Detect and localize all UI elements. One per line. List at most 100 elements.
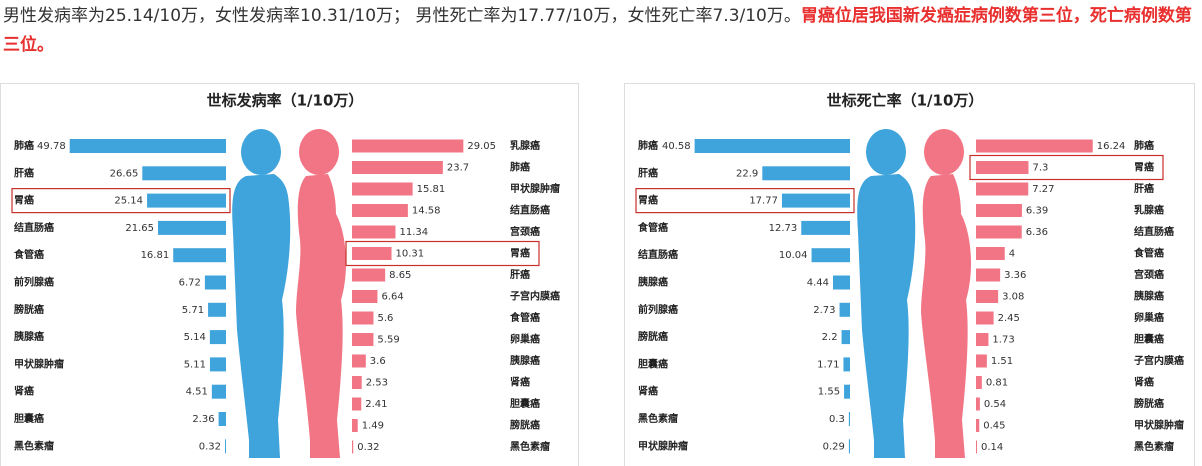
bar bbox=[224, 439, 226, 454]
silhouettes bbox=[232, 129, 347, 458]
value-label: 6.64 bbox=[381, 292, 403, 303]
value-label: 7.27 bbox=[1032, 184, 1054, 195]
bar bbox=[976, 333, 989, 346]
category-label: 胰腺癌 bbox=[510, 354, 540, 367]
value-label: 14.58 bbox=[412, 206, 441, 217]
bar bbox=[208, 302, 226, 317]
value-label: 49.78 bbox=[37, 141, 66, 152]
value-label: 22.9 bbox=[736, 168, 758, 179]
chart-title: 世标死亡率（1/10万） bbox=[827, 92, 984, 110]
category-label: 肝癌 bbox=[14, 166, 34, 179]
category-label: 子宫内膜癌 bbox=[1134, 354, 1184, 367]
category-label: 前列腺癌 bbox=[638, 303, 678, 316]
bar bbox=[976, 139, 1093, 153]
highlight-box bbox=[969, 154, 1164, 181]
bar bbox=[976, 182, 1029, 196]
value-label: 2.36 bbox=[192, 414, 214, 425]
value-label: 16.81 bbox=[141, 250, 170, 261]
bar bbox=[218, 412, 226, 426]
category-label: 胃癌 bbox=[638, 194, 658, 207]
bar bbox=[352, 268, 386, 282]
value-label: 0.45 bbox=[983, 421, 1005, 432]
bar bbox=[352, 311, 374, 325]
category-label: 甲状腺肿瘤 bbox=[638, 439, 688, 452]
value-label: 5.71 bbox=[182, 305, 204, 316]
bar bbox=[158, 220, 226, 235]
category-label: 食管癌 bbox=[637, 221, 668, 234]
value-label: 1.49 bbox=[362, 421, 384, 432]
value-label: 3.6 bbox=[370, 356, 386, 367]
silhouettes bbox=[857, 129, 972, 458]
bar bbox=[832, 275, 850, 290]
category-label: 肝癌 bbox=[638, 166, 658, 179]
highlight-box bbox=[11, 188, 231, 214]
bar bbox=[352, 354, 366, 368]
value-label: 5.11 bbox=[184, 359, 206, 370]
bar bbox=[352, 397, 362, 411]
value-label: 0.32 bbox=[199, 441, 221, 452]
bar bbox=[209, 330, 226, 345]
bar bbox=[204, 275, 226, 290]
value-label: 0.81 bbox=[986, 378, 1008, 389]
category-label: 卵巢癌 bbox=[510, 333, 540, 346]
value-label: 12.73 bbox=[769, 223, 798, 234]
bar bbox=[976, 268, 1001, 282]
category-label: 肾癌 bbox=[1134, 376, 1154, 389]
category-label: 肾癌 bbox=[638, 385, 658, 398]
category-label: 结直肠癌 bbox=[638, 248, 678, 261]
category-label: 食管癌 bbox=[509, 311, 540, 324]
value-label: 5.6 bbox=[377, 313, 393, 324]
bar bbox=[352, 161, 443, 174]
category-label: 宫颈癌 bbox=[510, 225, 540, 238]
category-label: 肺癌 bbox=[1134, 139, 1154, 152]
bar bbox=[976, 290, 999, 303]
bar bbox=[352, 139, 464, 153]
category-label: 膀胱癌 bbox=[509, 419, 540, 432]
value-label: 0.29 bbox=[823, 441, 845, 452]
category-label: 食管癌 bbox=[13, 248, 44, 261]
category-label: 黑色素瘤 bbox=[510, 440, 550, 453]
category-label: 胃癌 bbox=[1134, 161, 1154, 174]
bar bbox=[352, 247, 392, 260]
highlight-box bbox=[635, 188, 855, 214]
bar bbox=[976, 354, 987, 368]
bar bbox=[352, 182, 413, 196]
bar bbox=[976, 225, 1022, 239]
category-label: 肺癌 bbox=[14, 139, 34, 152]
bar bbox=[848, 412, 850, 426]
value-label: 15.81 bbox=[417, 184, 446, 195]
category-label: 肺癌 bbox=[510, 161, 530, 174]
value-label: 6.39 bbox=[1026, 206, 1048, 217]
value-label: 0.3 bbox=[829, 414, 845, 425]
value-label: 17.77 bbox=[749, 196, 778, 207]
category-label: 乳腺癌 bbox=[510, 139, 540, 152]
bar bbox=[801, 220, 850, 235]
bar bbox=[211, 384, 226, 399]
bar bbox=[352, 419, 358, 432]
value-label: 5.59 bbox=[377, 335, 399, 346]
bar bbox=[811, 248, 850, 263]
value-label: 40.58 bbox=[662, 141, 691, 152]
category-label: 膀胱癌 bbox=[637, 330, 668, 343]
value-label: 6.36 bbox=[1026, 227, 1048, 238]
value-label: 4.51 bbox=[186, 387, 208, 398]
category-label: 甲状腺肿瘤 bbox=[14, 357, 64, 370]
category-label: 胆囊癌 bbox=[638, 357, 668, 370]
intro: 男性发病率为25.14/10万，女性发病率10.31/10万； 男性死亡率为17… bbox=[3, 2, 1199, 60]
chart-title: 世标发病率（1/10万） bbox=[207, 92, 364, 110]
bar bbox=[694, 139, 850, 153]
bar bbox=[352, 225, 396, 239]
bar bbox=[147, 193, 226, 208]
bar bbox=[352, 204, 408, 217]
value-label: 10.04 bbox=[779, 250, 808, 261]
bar bbox=[352, 333, 374, 346]
category-label: 宫颈癌 bbox=[1134, 268, 1164, 281]
bar bbox=[976, 204, 1022, 217]
intro-text: 男性发病率为25.14/10万，女性发病率10.31/10万； 男性死亡率为17… bbox=[3, 6, 801, 26]
value-label: 25.14 bbox=[114, 196, 143, 207]
category-label: 胆囊癌 bbox=[1134, 333, 1164, 346]
category-label: 胆囊癌 bbox=[510, 397, 540, 410]
category-label: 黑色素瘤 bbox=[1134, 440, 1174, 453]
